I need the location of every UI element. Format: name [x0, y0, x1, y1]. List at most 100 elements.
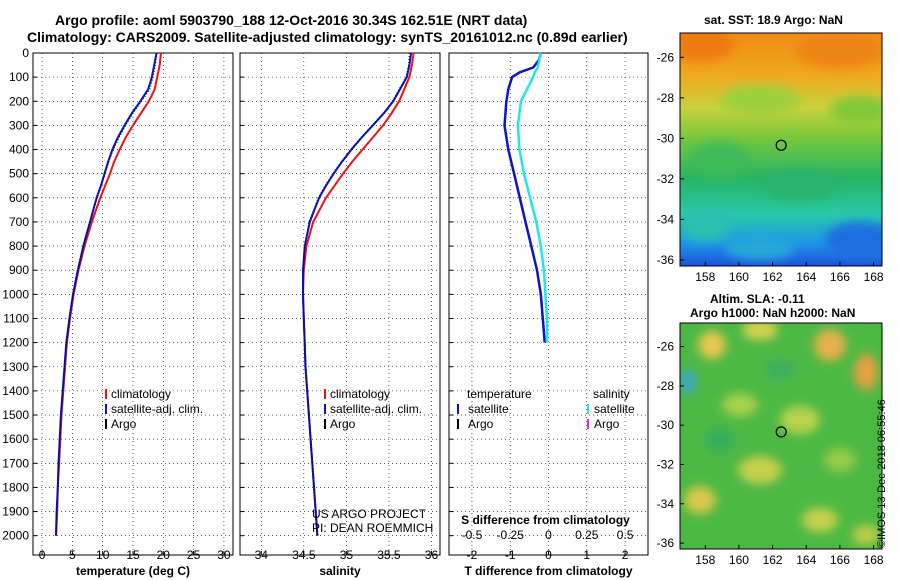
x-tick-label: 35 — [340, 548, 354, 562]
map-x-tick-label: 166 — [830, 270, 850, 284]
x-tick-label-salinity: 0.25 — [575, 528, 599, 542]
map-y-tick-label: -32 — [657, 457, 675, 471]
depth-tick-label: 1400 — [2, 384, 29, 398]
depth-tick-label: 2000 — [2, 529, 29, 543]
legend-label: satellite — [594, 402, 635, 416]
legend-heading-salinity: salinity — [593, 387, 630, 401]
depth-tick-label: 400 — [9, 143, 29, 157]
x-axis-label: salinity — [319, 564, 361, 578]
map-y-tick-label: -28 — [657, 379, 675, 393]
depth-tick-label: 1300 — [2, 360, 29, 374]
sla-map-title: Altim. SLA: -0.11 — [710, 292, 805, 306]
legend-label: satellite-adj. clim. — [111, 402, 203, 416]
x-tick-label: 1 — [583, 548, 590, 562]
map-x-tick-label: 166 — [830, 553, 850, 567]
x-tick-label-salinity: -0.5 — [462, 528, 483, 542]
x-tick-label: 5 — [69, 548, 76, 562]
sla-map: 158 160 162 164 166 168 -26 -28 -30 -32 -34 -36 — [657, 322, 884, 567]
depth-tick-label: 800 — [9, 239, 29, 253]
series-line — [55, 52, 158, 536]
x-tick-label: 30 — [217, 548, 231, 562]
map-y-tick-label: -26 — [657, 50, 675, 64]
series-line — [516, 52, 549, 343]
difference-panel: -2 -1 0 1 2 T difference from climatology temp… — [448, 52, 649, 578]
legend-label: Argo — [468, 417, 494, 431]
sst-texture — [680, 33, 882, 260]
sla-texture — [680, 323, 880, 545]
x-tick-label: 25 — [187, 548, 201, 562]
project-credit: US ARGO PROJECT PI: DEAN ROEMMICH — [312, 507, 433, 535]
map-y-tick-label: -30 — [657, 418, 675, 432]
map-y-tick-label: -36 — [657, 536, 675, 550]
legend-label: Argo — [594, 417, 620, 431]
figure-title: Argo profile: aoml 5903790_188 12-Oct-20… — [55, 12, 528, 28]
x-tick-label: 36 — [425, 548, 439, 562]
depth-tick-label: 200 — [9, 94, 29, 108]
depth-tick-label: 1600 — [2, 432, 29, 446]
x-tick-label-salinity: 0.5 — [617, 528, 634, 542]
map-x-tick-label: 162 — [763, 270, 783, 284]
x-tick-label: 0 — [39, 548, 46, 562]
map-y-tick-label: -28 — [657, 91, 675, 105]
map-y-tick-label: -26 — [657, 340, 675, 354]
depth-tick-label: 600 — [9, 191, 29, 205]
x-axis-label: T difference from climatology — [464, 564, 632, 578]
depth-tick-label: 300 — [9, 118, 29, 132]
map-x-tick-label: 160 — [729, 553, 749, 567]
depth-tick-label: 1000 — [2, 287, 29, 301]
imos-timestamp: ©IMOS 13-Dec-2018 06:55:46 — [876, 399, 888, 548]
legend-label: Argo — [330, 417, 356, 431]
map-y-tick-label: -30 — [657, 131, 675, 145]
sla-map-axes: 158 160 162 164 166 168 -26 -28 -30 -32 -34 -36 — [657, 340, 884, 567]
legend-heading-temperature: temperature — [467, 387, 532, 401]
depth-tick-label: 1700 — [2, 456, 29, 470]
legend-label: satellite — [468, 402, 509, 416]
legend-label: satellite-adj. clim. — [330, 402, 422, 416]
sst-map-axes: 158 160 162 164 166 168 -26 -28 -30 -32 -34 -36 — [657, 50, 884, 284]
x-tick-label-salinity: -0.25 — [497, 528, 525, 542]
x-tick-label: 15 — [126, 548, 140, 562]
credit-project: US ARGO PROJECT — [312, 507, 427, 521]
depth-tick-label: 1100 — [3, 311, 29, 325]
x-axis-label-salinity: S difference from climatology — [461, 513, 630, 527]
depth-tick-label: 1200 — [2, 336, 29, 350]
legend-label: climatology — [330, 387, 390, 401]
x-tick-label: 34.5 — [292, 548, 316, 562]
depth-tick-label: 700 — [9, 215, 29, 229]
map-x-tick-label: 158 — [695, 553, 715, 567]
depth-axis-labels: 0 100 200 300 400 500 600 700 800 900 1000 1100 1200… — [2, 46, 29, 543]
map-x-tick-label: 160 — [729, 270, 749, 284]
legend-label: climatology — [111, 387, 171, 401]
map-x-tick-label: 162 — [763, 553, 783, 567]
salinity-panel: 34 34.5 35 35.5 36 salinity climatologysatelli… — [239, 52, 441, 578]
depth-tick-label: 1500 — [2, 408, 29, 422]
map-x-tick-label: 168 — [864, 270, 884, 284]
depth-tick-label: 1800 — [2, 480, 29, 494]
credit-pi: PI: DEAN ROEMMICH — [312, 521, 434, 535]
panel-frame — [448, 52, 649, 556]
map-y-tick-label: -34 — [657, 497, 675, 511]
x-tick-label: -2 — [467, 548, 478, 562]
sst-map-title: sat. SST: 18.9 Argo: NaN — [704, 13, 843, 27]
map-x-tick-label: 164 — [796, 270, 816, 284]
x-tick-label: -1 — [505, 548, 516, 562]
legend-label: Argo — [111, 417, 137, 431]
x-tick-label: 35.5 — [377, 548, 401, 562]
map-x-tick-label: 158 — [695, 270, 715, 284]
panel-frame — [32, 52, 234, 556]
sst-map: 158 160 162 164 166 168 -26 -28 -30 -32 -34 -36 — [657, 32, 884, 284]
map-y-tick-label: -32 — [657, 172, 675, 186]
depth-tick-label: 900 — [9, 263, 29, 277]
series-line — [302, 52, 413, 536]
series-line — [503, 52, 546, 343]
map-x-tick-label: 164 — [796, 553, 816, 567]
series-line — [301, 52, 415, 536]
x-tick-label: 2 — [622, 548, 629, 562]
x-tick-label: 10 — [96, 548, 110, 562]
depth-tick-label: 1900 — [2, 505, 29, 519]
argo-position-marker-sla — [775, 426, 787, 438]
x-tick-label: 20 — [157, 548, 171, 562]
map-y-tick-label: -36 — [657, 253, 675, 267]
x-tick-label: 34 — [255, 548, 269, 562]
